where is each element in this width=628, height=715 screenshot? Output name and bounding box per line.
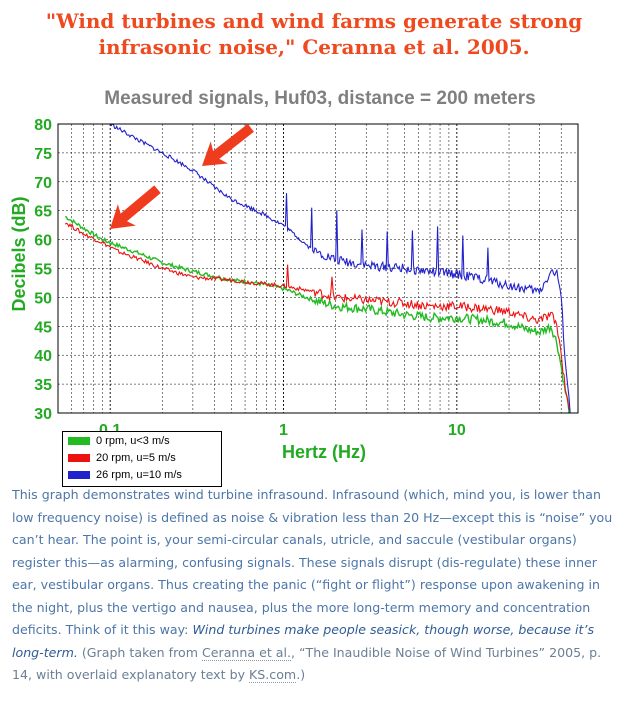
annotation-arrow bbox=[110, 185, 161, 229]
tick-labels: 30354045505560657075800.1110 bbox=[34, 117, 466, 439]
y-tick-label: 30 bbox=[34, 406, 52, 423]
legend-label-20rpm: 20 rpm, u=5 m/s bbox=[96, 451, 176, 464]
y-tick-label: 50 bbox=[34, 290, 52, 307]
caption-source-mid: , with overlaid explanatory text by bbox=[28, 667, 246, 682]
legend-item-20rpm: 20 rpm, u=5 m/s bbox=[63, 449, 221, 466]
y-tick-label: 55 bbox=[34, 262, 52, 279]
legend-label-0rpm: 0 rpm, u<3 m/s bbox=[96, 434, 170, 447]
chart-figure: Measured signals, Huf03, distance = 200 … bbox=[0, 76, 628, 487]
y-tick-label: 65 bbox=[34, 204, 52, 221]
caption-source-prefix: (Graph taken from bbox=[81, 644, 198, 660]
headline-line-2: infrasonic noise," Ceranna et al. 2005. bbox=[98, 35, 530, 59]
y-tick-label: 75 bbox=[34, 146, 52, 163]
series-line-2 bbox=[109, 123, 571, 414]
caption-body: This graph demonstrates wind turbine inf… bbox=[12, 487, 613, 637]
legend-swatch-red bbox=[68, 453, 90, 462]
source-link-site[interactable]: KS.com bbox=[249, 667, 297, 683]
series-line-1 bbox=[64, 222, 571, 410]
legend-swatch-blue bbox=[68, 470, 90, 479]
y-tick-label: 60 bbox=[34, 233, 52, 250]
x-tick-label: 10 bbox=[448, 422, 466, 439]
caption-paragraph: This graph demonstrates wind turbine inf… bbox=[12, 484, 622, 687]
x-axis-label: Hertz (Hz) bbox=[282, 442, 366, 462]
headline-line-1: "Wind turbines and wind farms generate s… bbox=[45, 9, 583, 33]
annotation-arrows bbox=[110, 123, 254, 229]
grid-lines bbox=[58, 124, 578, 413]
legend-swatch-green bbox=[68, 436, 90, 445]
plot-frame bbox=[57, 123, 579, 414]
x-tick-label: 1 bbox=[279, 422, 288, 439]
chart-title: Measured signals, Huf03, distance = 200 … bbox=[104, 88, 535, 109]
series-line-0 bbox=[64, 215, 571, 415]
headline: "Wind turbines and wind farms generate s… bbox=[0, 8, 628, 60]
explanatory-caption: This graph demonstrates wind turbine inf… bbox=[12, 484, 622, 687]
caption-source-title: , “The Inaudible Noise of Wind Turbines”… bbox=[12, 644, 602, 683]
y-tick-label: 35 bbox=[34, 377, 52, 394]
y-tick-label: 70 bbox=[34, 175, 52, 192]
y-tick-label: 80 bbox=[34, 117, 52, 134]
chart-legend: 0 rpm, u<3 m/s 20 rpm, u=5 m/s 26 rpm, u… bbox=[62, 431, 222, 487]
legend-item-0rpm: 0 rpm, u<3 m/s bbox=[63, 432, 221, 449]
source-link-author[interactable]: Ceranna et al. bbox=[201, 644, 292, 661]
y-tick-label: 40 bbox=[34, 348, 52, 365]
legend-item-26rpm: 26 rpm, u=10 m/s bbox=[63, 466, 221, 483]
y-tick-label: 45 bbox=[34, 319, 52, 336]
annotation-arrow bbox=[202, 123, 254, 166]
line-chart: Measured signals, Huf03, distance = 200 … bbox=[9, 88, 579, 462]
caption-emphasis: Wind turbines make people seasick, thoug… bbox=[12, 622, 595, 660]
y-axis-label: Decibels (dB) bbox=[9, 196, 29, 311]
series-lines bbox=[64, 123, 571, 415]
caption-source-end: .) bbox=[296, 667, 306, 682]
legend-label-26rpm: 26 rpm, u=10 m/s bbox=[96, 468, 182, 481]
